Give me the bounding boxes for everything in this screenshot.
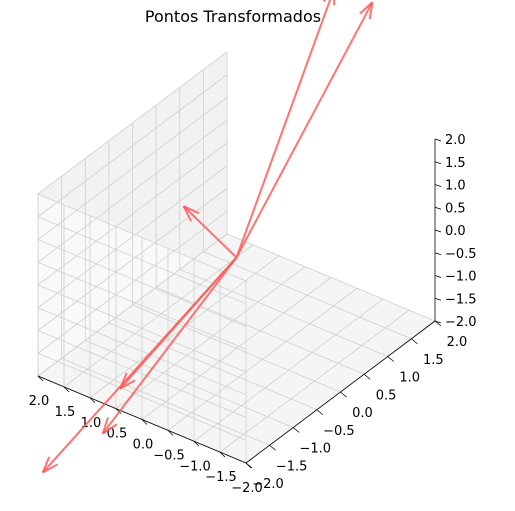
arrow-shaft	[235, 0, 332, 258]
z-tick-label: −1.5	[445, 292, 477, 307]
quiver-arrow	[235, 0, 336, 258]
arrow-head	[368, 2, 374, 20]
grid-line-z-back	[37, 97, 228, 240]
grid-line-z-back	[37, 119, 228, 263]
arrow-head	[182, 205, 193, 222]
grid-line-x-floor	[37, 233, 228, 377]
z-tick	[434, 161, 442, 165]
arrow-head	[101, 417, 109, 434]
y-tick	[434, 320, 442, 327]
quiver-arrow	[101, 256, 238, 435]
x-tick	[193, 440, 200, 447]
grid-line-y-floor	[132, 304, 341, 393]
grid-line-y-floor	[155, 286, 365, 375]
grid-line-z-back	[37, 142, 228, 286]
z-tick-label: 1.0	[445, 179, 466, 194]
y-tick-label: 1.0	[399, 371, 420, 386]
grid-line-z-left	[37, 193, 247, 282]
z-tick	[434, 206, 442, 210]
y-tick-label: 1.5	[423, 353, 444, 368]
tick-labels: −2.0−2.0−2.0−1.5−1.5−1.5−1.0−1.0−1.0−0.5…	[29, 133, 477, 496]
y-tick	[245, 462, 253, 469]
y-tick-label: 0.5	[376, 388, 397, 403]
y-tick	[387, 356, 395, 362]
z-tick	[434, 297, 442, 301]
z-tick-label: −2.0	[445, 315, 477, 330]
x-tick	[219, 451, 226, 458]
grid-line-z-left	[37, 261, 247, 350]
y-tick	[292, 427, 300, 433]
y-tick-label: −1.0	[299, 442, 331, 457]
grid-line-y-floor	[203, 251, 412, 340]
grid-line-x-floor	[115, 266, 306, 409]
y-tick-label: −0.5	[323, 424, 355, 439]
y-tick-label: −2.0	[252, 477, 284, 492]
z-tick	[434, 138, 442, 142]
y-tick	[363, 373, 371, 380]
arrow-shaft	[235, 1, 374, 258]
z-tick-label: 0.0	[445, 224, 466, 239]
tick-marks	[37, 138, 442, 469]
arrow-shaft	[101, 256, 238, 435]
arrow-head	[119, 379, 136, 390]
quiver-arrow	[235, 1, 374, 258]
quiver-arrows	[41, 0, 374, 474]
grid-line-y-floor	[226, 233, 436, 322]
y-tick-label: 2.0	[447, 335, 468, 350]
x-tick-label: −2.0	[231, 481, 263, 496]
grid-line-y-floor	[179, 269, 388, 357]
y-tick	[340, 391, 347, 398]
z-tick	[434, 252, 442, 256]
y-tick	[411, 338, 418, 345]
y-tick	[269, 444, 276, 451]
z-tick-label: 0.5	[445, 201, 466, 216]
arrow-head	[183, 205, 200, 215]
x-tick-label: −1.5	[205, 470, 237, 485]
x-tick-label: −0.5	[153, 448, 185, 463]
x-tick	[37, 375, 44, 382]
z-tick	[434, 184, 442, 187]
x-tick	[167, 430, 174, 436]
chart-title: Pontos Transformados	[145, 7, 321, 26]
z-tick-label: 1.5	[445, 156, 466, 171]
x-tick-label: −1.0	[179, 459, 211, 474]
grid-line-z-back	[37, 51, 228, 195]
z-tick	[434, 229, 442, 233]
grid-line-x-floor	[63, 244, 254, 388]
arrow-head	[42, 463, 59, 474]
x-tick-label: 1.0	[81, 416, 102, 431]
arrow-shaft	[182, 205, 238, 259]
z-tick-label: −1.0	[445, 270, 477, 285]
x-tick	[63, 386, 70, 393]
x-tick-label: 2.0	[29, 394, 50, 409]
arrow-shaft	[41, 256, 238, 474]
x-tick-label: 0.0	[133, 438, 154, 453]
x-tick-label: 1.5	[55, 405, 76, 420]
z-tick-label: −0.5	[445, 247, 477, 262]
x-tick	[141, 419, 148, 425]
y-tick	[316, 409, 324, 416]
y-tick-label: 0.0	[352, 406, 373, 421]
z-tick-label: 2.0	[445, 133, 466, 148]
x-tick	[89, 397, 96, 404]
quiver-arrow	[41, 256, 238, 474]
grid-line-z-back	[37, 74, 228, 218]
quiver-arrow	[182, 205, 238, 259]
arrow-head	[41, 456, 51, 473]
x-tick-label: 0.5	[107, 427, 128, 442]
arrow-head	[102, 423, 118, 435]
grid-line-z-left	[37, 239, 247, 327]
z-tick	[434, 275, 442, 278]
y-tick-label: −1.5	[276, 459, 308, 474]
arrow-head	[359, 1, 374, 15]
x-tick	[115, 408, 122, 414]
